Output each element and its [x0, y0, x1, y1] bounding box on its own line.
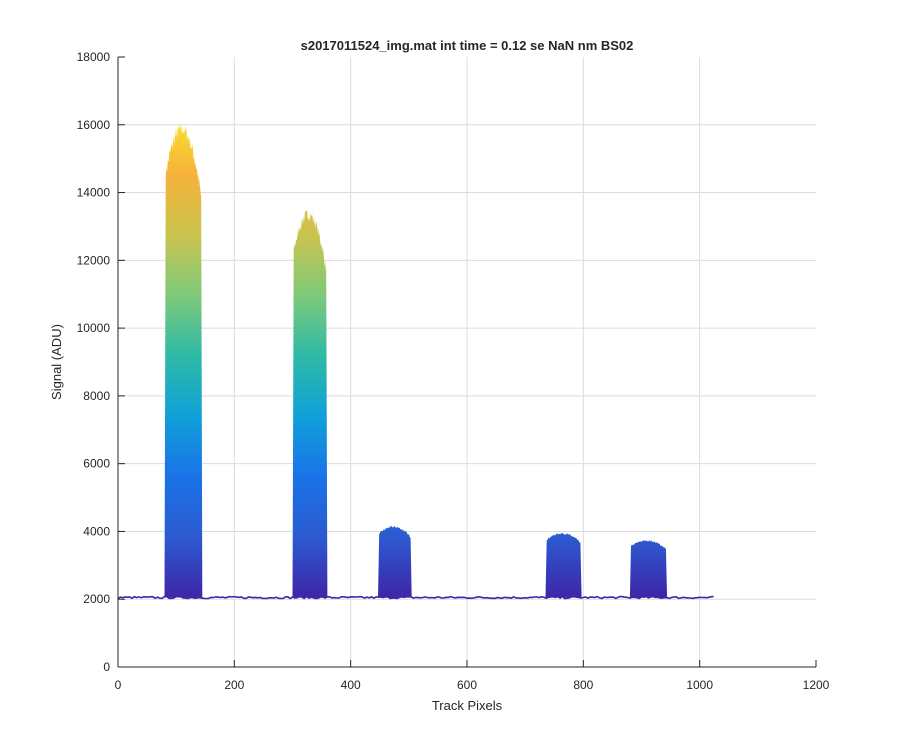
data-layer — [117, 123, 714, 600]
y-tick-label: 2000 — [83, 592, 110, 606]
y-tick-label: 14000 — [77, 186, 111, 200]
x-axis-ticks: 0 200 400 600 800 1000 1200 — [115, 660, 830, 692]
x-tick-label: 200 — [224, 678, 244, 692]
signal-peak — [545, 532, 582, 598]
y-tick-label: 8000 — [83, 389, 110, 403]
x-tick-label: 1000 — [686, 678, 713, 692]
y-axis-ticks: 0 2000 4000 6000 8000 10000 12000 14000 16000 180… — [77, 50, 125, 674]
signal-peak — [629, 539, 668, 598]
grid-lines — [118, 57, 816, 667]
y-tick-label: 18000 — [77, 50, 111, 64]
y-tick-label: 0 — [103, 660, 110, 674]
y-tick-label: 16000 — [77, 118, 111, 132]
x-tick-label: 600 — [457, 678, 477, 692]
baseline-trace — [117, 595, 714, 600]
x-tick-label: 0 — [115, 678, 122, 692]
x-tick-label: 1200 — [803, 678, 830, 692]
x-tick-label: 800 — [573, 678, 593, 692]
y-tick-label: 6000 — [83, 457, 110, 471]
y-tick-label: 10000 — [77, 321, 111, 335]
y-tick-label: 4000 — [83, 524, 110, 538]
signal-peak — [292, 210, 328, 598]
chart-title: s2017011524_img.mat int time = 0.12 se N… — [301, 38, 634, 53]
y-axis-title: Signal (ADU) — [49, 324, 64, 400]
x-axis-title: Track Pixels — [432, 698, 503, 713]
signal-peak — [378, 526, 412, 598]
x-tick-label: 400 — [341, 678, 361, 692]
signal-peak — [164, 123, 203, 598]
y-tick-label: 12000 — [77, 253, 111, 267]
